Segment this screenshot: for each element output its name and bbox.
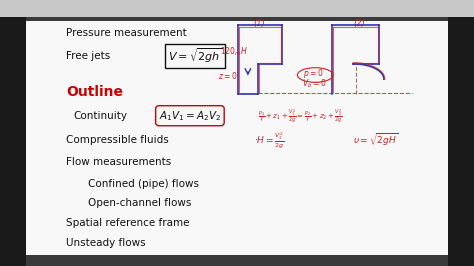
Bar [0,0,26,266]
Bar [0,0,474,17]
Text: Flow measurements: Flow measurements [66,157,172,167]
Text: $A_1V_1 = A_2V_2$: $A_1V_1 = A_2V_2$ [159,109,221,123]
Text: Open-channel flows: Open-channel flows [88,198,191,209]
Text: Confined (pipe) flows: Confined (pipe) flows [88,178,199,189]
Text: Outline: Outline [66,85,123,99]
Text: Compressible fluids: Compressible fluids [66,135,169,145]
Text: Spatial reference frame: Spatial reference frame [66,218,190,228]
Text: Pressure measurement: Pressure measurement [66,28,187,38]
Text: (1): (1) [254,19,265,28]
Text: Free jets: Free jets [66,51,110,61]
Text: (2): (2) [353,19,365,28]
Text: Continuity: Continuity [73,111,128,121]
Bar [448,0,474,266]
Text: $\cdot H = \frac{V_2^2}{2g}$: $\cdot H = \frac{V_2^2}{2g}$ [254,130,284,150]
Text: $z=0$: $z=0$ [218,70,238,81]
Text: $\frac{p_1}{\gamma}+z_1+\frac{V_1^2}{2g}=\frac{p_2}{\gamma}+z_2+\frac{V_2^2}{2g}: $\frac{p_1}{\gamma}+z_1+\frac{V_1^2}{2g}… [258,107,343,125]
Text: $120_mH$: $120_mH$ [220,46,248,58]
Text: $\upsilon = \sqrt{2g H}$: $\upsilon = \sqrt{2g H}$ [353,131,399,148]
Text: $p=0$: $p=0$ [303,67,324,80]
Text: $V = \sqrt{2gh}$: $V = \sqrt{2gh}$ [168,47,223,65]
Text: Unsteady flows: Unsteady flows [66,238,146,248]
Bar [26,21,448,255]
Text: $V_b=0$: $V_b=0$ [302,78,327,90]
